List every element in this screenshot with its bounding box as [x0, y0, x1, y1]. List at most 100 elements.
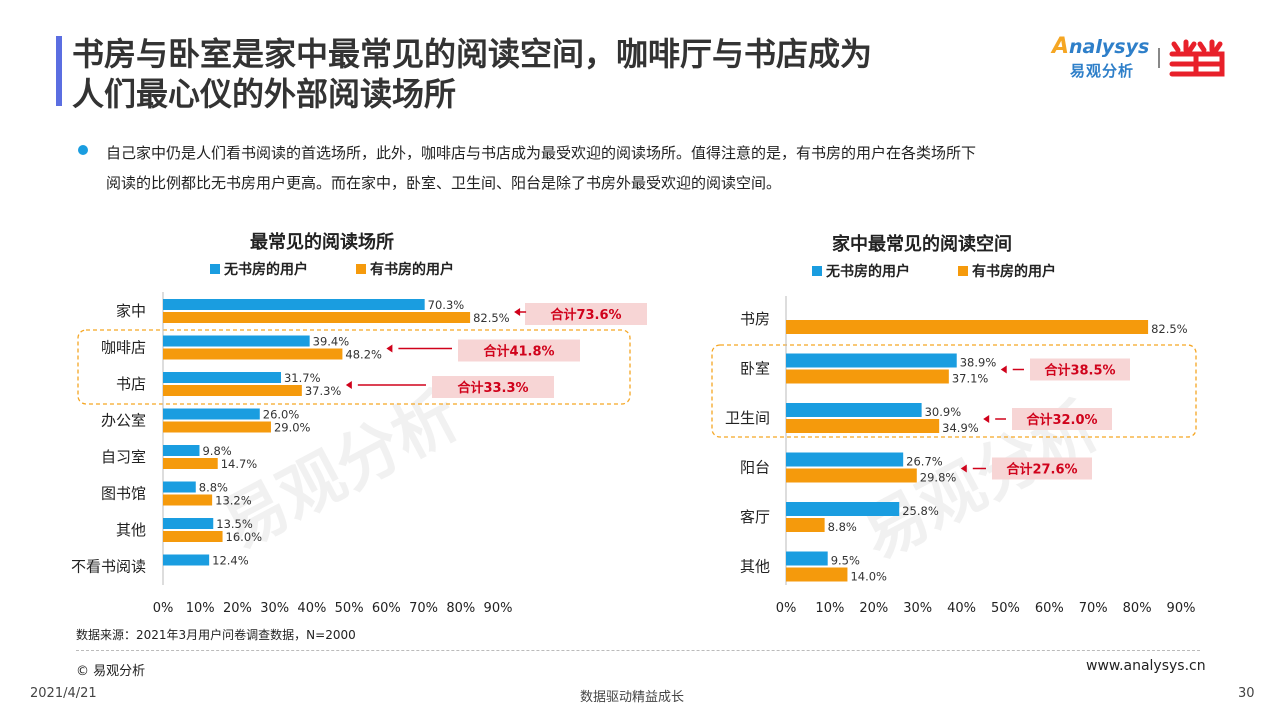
data-label: 26.7%: [906, 455, 943, 469]
bar-no-study: [163, 299, 425, 310]
x-tick-label: 0%: [153, 601, 174, 616]
x-tick-label: 40%: [947, 601, 976, 616]
bar-no-study: [786, 551, 828, 566]
data-label: 70.3%: [428, 298, 465, 312]
bar-no-study: [786, 502, 900, 516]
page-title-line-1: 书房与卧室是家中最常见的阅读空间，咖啡厅与书店成为: [72, 35, 873, 73]
category-label: 自习室: [101, 448, 146, 466]
logo-letter-a: A: [1052, 34, 1070, 59]
total-label: 合计41.8%: [483, 344, 554, 360]
page-title-line-2: 人们最心仪的外部阅读场所: [72, 75, 457, 113]
x-tick-label: 60%: [372, 601, 401, 616]
total-badge: [525, 303, 647, 325]
data-label: 13.2%: [215, 494, 252, 508]
category-label: 阳台: [740, 459, 770, 477]
data-label: 8.8%: [828, 520, 857, 534]
data-label: 37.1%: [952, 372, 989, 386]
chart-left-title: 最常见的阅读场所: [250, 232, 394, 253]
bar-no-study: [786, 452, 904, 467]
description-line-1: 自己家中仍是人们看书阅读的首选场所，此外，咖啡店与书店成为最受欢迎的阅读场所。值…: [106, 144, 977, 162]
description: 自己家中仍是人们看书阅读的首选场所，此外，咖啡店与书店成为最受欢迎的阅读场所。值…: [106, 138, 1216, 198]
page-number: 30: [1238, 686, 1255, 701]
bar-with-study: [163, 312, 471, 323]
data-label: 14.0%: [850, 570, 887, 584]
total-badge: [458, 339, 580, 362]
legend-label: 有书房的用户: [972, 263, 1056, 280]
highlight-box: [77, 329, 631, 405]
logo-word: nalysys: [1069, 36, 1150, 58]
dangdang-logo-icon: [1169, 39, 1225, 77]
category-label: 不看书阅读: [71, 558, 146, 576]
total-label: 合计38.5%: [1044, 363, 1115, 379]
data-label: 13.5%: [216, 517, 253, 531]
category-label: 卧室: [740, 360, 770, 378]
bar-with-study: [786, 468, 917, 483]
bar-with-study: [163, 531, 223, 542]
highlight-box: [711, 344, 1197, 438]
legend-swatch: [356, 264, 366, 274]
data-label: 12.4%: [212, 554, 249, 568]
x-tick-label: 50%: [991, 601, 1020, 616]
data-label: 30.9%: [925, 405, 962, 419]
category-label: 客厅: [740, 508, 770, 526]
x-tick-label: 20%: [859, 601, 888, 616]
data-label: 37.3%: [305, 384, 342, 398]
footer-divider: [76, 650, 1200, 651]
bar-no-study: [163, 408, 260, 420]
bar-with-study: [163, 494, 213, 506]
data-label: 48.2%: [345, 348, 382, 362]
description-line-2: 阅读的比例都比无书房用户更高。而在家中，卧室、卫生间、阳台是除了书房外最受欢迎的…: [106, 174, 782, 192]
data-source-note: 数据来源：2021年3月用户问卷调查数据，N=2000: [76, 628, 356, 642]
data-label: 16.0%: [226, 530, 263, 544]
data-label: 82.5%: [473, 311, 510, 325]
website-link[interactable]: www.analysys.cn: [1086, 658, 1206, 674]
analysys-logo-cn: 易观分析: [1070, 62, 1135, 80]
total-label: 合计73.6%: [550, 307, 621, 323]
category-label: 书店: [116, 375, 146, 393]
data-label: 9.8%: [202, 444, 231, 458]
data-label: 9.5%: [831, 554, 860, 568]
arrow-head-icon: [386, 344, 393, 353]
legend-swatch: [812, 266, 822, 276]
x-tick-label: 10%: [815, 601, 844, 616]
title-accent-bar: [56, 36, 62, 106]
logo-divider: [1158, 48, 1160, 68]
legend-label: 有书房的用户: [370, 261, 454, 278]
x-tick-label: 10%: [186, 601, 215, 616]
legend-label: 无书房的用户: [825, 263, 910, 280]
x-tick-label: 60%: [1035, 601, 1064, 616]
total-badge: [1012, 408, 1112, 430]
data-label: 14.7%: [221, 457, 258, 471]
data-label: 8.8%: [199, 481, 228, 495]
x-tick-label: 70%: [1079, 601, 1108, 616]
total-badge: [1030, 358, 1130, 381]
category-label: 图书馆: [101, 485, 146, 503]
bar-no-study: [163, 335, 310, 347]
data-label: 39.4%: [313, 335, 350, 349]
x-tick-label: 70%: [409, 601, 438, 616]
bar-no-study: [786, 353, 957, 368]
bullet-icon: [78, 145, 88, 155]
category-label: 咖啡店: [101, 339, 146, 357]
footer-slogan: 数据驱动精益成长: [580, 690, 685, 705]
bar-with-study: [786, 320, 1149, 334]
arrow-head-icon: [983, 415, 990, 423]
arrow-head-icon: [960, 464, 967, 473]
analysys-logo-text: Analysys: [1052, 34, 1149, 59]
legend-label: 无书房的用户: [223, 261, 308, 278]
chart-right-title: 家中最常见的阅读空间: [832, 234, 1012, 255]
legend-swatch: [958, 266, 968, 276]
copyright-text: © 易观分析: [76, 664, 146, 679]
data-label: 31.7%: [284, 371, 321, 385]
bar-no-study: [163, 481, 196, 493]
x-tick-label: 20%: [223, 601, 252, 616]
data-label: 26.0%: [263, 408, 300, 422]
x-tick-label: 30%: [903, 601, 932, 616]
data-label: 34.9%: [942, 421, 979, 435]
x-tick-label: 80%: [1123, 601, 1152, 616]
category-label: 书房: [740, 310, 770, 328]
bar-with-study: [163, 421, 271, 433]
x-tick-label: 40%: [297, 601, 326, 616]
x-tick-label: 90%: [1167, 601, 1196, 616]
